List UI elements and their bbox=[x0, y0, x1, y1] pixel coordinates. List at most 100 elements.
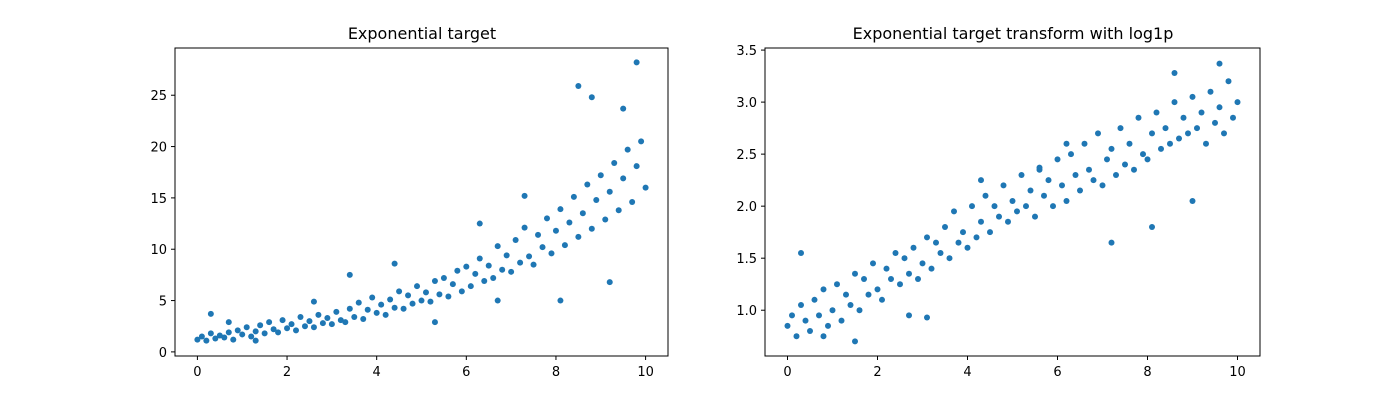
left-data-point bbox=[400, 305, 407, 312]
left-data-point bbox=[633, 163, 640, 170]
left-data-point bbox=[234, 327, 241, 334]
left-data-point bbox=[207, 330, 214, 337]
right-data-point bbox=[1063, 140, 1070, 147]
right-data-point bbox=[924, 234, 930, 241]
left-data-point bbox=[472, 270, 479, 277]
right-data-point bbox=[978, 218, 984, 225]
left-data-point bbox=[270, 326, 277, 333]
right-data-point bbox=[1135, 114, 1142, 121]
right-data-point bbox=[1234, 99, 1241, 106]
right-x-tick-label: 6 bbox=[1053, 365, 1061, 380]
right-data-point bbox=[1009, 197, 1016, 204]
left-data-point bbox=[593, 196, 600, 203]
left-data-point bbox=[445, 293, 452, 300]
right-data-point bbox=[937, 249, 944, 256]
left-data-point bbox=[503, 252, 510, 259]
right-x-tick-label: 10 bbox=[1229, 365, 1246, 380]
left-data-point bbox=[620, 105, 627, 112]
left-data-point bbox=[467, 283, 474, 290]
left-chart: Exponential target 0 2 4 6 8 10 0 5 10 15 20 25 bbox=[150, 24, 669, 380]
left-data-point bbox=[243, 324, 250, 331]
right-data-point bbox=[888, 276, 894, 282]
right-data-point bbox=[1203, 140, 1209, 147]
left-data-point bbox=[521, 192, 528, 199]
right-data-point bbox=[1131, 166, 1137, 173]
left-data-point bbox=[364, 306, 371, 313]
right-data-point bbox=[847, 302, 854, 309]
right-data-point bbox=[1185, 130, 1191, 137]
right-data-point bbox=[838, 317, 845, 324]
right-data-point bbox=[982, 192, 989, 199]
right-data-point bbox=[1149, 223, 1155, 230]
left-data-point bbox=[198, 333, 205, 340]
left-data-point bbox=[557, 206, 564, 213]
left-data-point bbox=[252, 328, 259, 335]
left-data-point bbox=[351, 313, 358, 320]
right-data-point bbox=[856, 307, 863, 314]
right-data-point bbox=[1207, 88, 1214, 95]
left-data-point bbox=[543, 215, 550, 222]
right-data-point bbox=[798, 249, 804, 256]
right-x-tick-label: 4 bbox=[963, 365, 971, 380]
left-data-point bbox=[584, 181, 591, 188]
left-chart-title: Exponential target bbox=[348, 24, 496, 43]
right-chart-title: Exponential target transform with log1p bbox=[853, 24, 1174, 43]
right-data-point bbox=[1072, 171, 1079, 178]
left-data-point bbox=[346, 305, 353, 312]
right-data-point bbox=[852, 270, 858, 277]
left-data-point bbox=[257, 322, 264, 329]
left-data-point bbox=[418, 297, 425, 304]
left-data-point bbox=[557, 297, 564, 304]
left-data-point bbox=[310, 324, 317, 331]
left-data-point bbox=[490, 274, 497, 281]
right-data-point bbox=[928, 265, 935, 272]
left-data-point bbox=[494, 243, 501, 250]
left-data-point bbox=[552, 227, 559, 234]
right-data-point bbox=[1027, 187, 1034, 194]
right-data-point bbox=[1018, 171, 1025, 178]
right-data-point bbox=[901, 255, 908, 262]
left-data-point bbox=[391, 304, 398, 311]
left-data-point bbox=[588, 94, 595, 101]
left-data-point bbox=[463, 263, 470, 270]
right-data-point bbox=[1054, 156, 1061, 163]
right-y-tick-label: 2.0 bbox=[736, 200, 757, 215]
right-data-point bbox=[870, 260, 876, 267]
right-data-point bbox=[978, 177, 984, 184]
left-axes-frame bbox=[174, 47, 669, 357]
left-data-point bbox=[575, 233, 582, 240]
right-data-point bbox=[969, 203, 975, 210]
right-data-point bbox=[1005, 218, 1011, 225]
left-data-point bbox=[454, 267, 461, 274]
left-data-point bbox=[207, 310, 214, 317]
left-data-point bbox=[261, 330, 268, 337]
right-data-point bbox=[829, 307, 836, 314]
right-data-point bbox=[1090, 177, 1097, 184]
right-data-point bbox=[942, 223, 948, 230]
right-data-point bbox=[1014, 208, 1020, 215]
right-y-tick-label: 1.0 bbox=[736, 304, 757, 319]
left-data-point bbox=[266, 319, 273, 326]
right-data-point bbox=[1162, 125, 1169, 132]
left-data-point bbox=[324, 315, 331, 322]
left-x-tick-label: 8 bbox=[552, 365, 560, 380]
left-data-point bbox=[382, 311, 389, 318]
right-data-point bbox=[1144, 156, 1151, 163]
right-axes-frame bbox=[764, 47, 1261, 357]
left-data-point bbox=[431, 319, 438, 326]
right-data-point bbox=[1117, 125, 1124, 132]
right-data-point bbox=[1140, 151, 1146, 158]
right-data-point bbox=[883, 265, 890, 272]
right-data-point bbox=[897, 281, 903, 288]
left-y-tick-label: 10 bbox=[150, 243, 167, 258]
left-data-point bbox=[535, 231, 542, 238]
right-data-point bbox=[1063, 197, 1070, 204]
right-data-point bbox=[987, 229, 993, 236]
left-data-point bbox=[566, 219, 573, 226]
left-data-point bbox=[530, 261, 537, 268]
right-data-point bbox=[816, 312, 822, 319]
left-data-point bbox=[575, 82, 582, 89]
right-data-point bbox=[1050, 203, 1056, 210]
right-data-point bbox=[807, 328, 813, 335]
left-y-tick-label: 0 bbox=[159, 346, 167, 361]
